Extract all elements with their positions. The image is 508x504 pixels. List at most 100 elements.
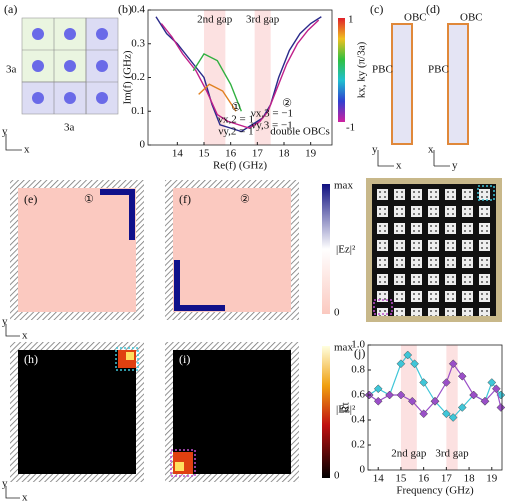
- axes-arrow: [5, 486, 20, 499]
- field-map-inner: [18, 188, 136, 312]
- data-point: [496, 403, 506, 412]
- strip: [391, 23, 413, 145]
- data-point: [419, 409, 428, 419]
- data-point: [491, 384, 501, 394]
- data-point: [385, 390, 394, 400]
- axis-name: y: [372, 144, 378, 156]
- colorbar-label: -1: [346, 122, 355, 134]
- series-line: [155, 16, 322, 133]
- data-point: [407, 396, 417, 406]
- panel-label: (a): [4, 2, 17, 16]
- y-tick-label: 0: [140, 139, 146, 151]
- data-point: [496, 390, 506, 400]
- field-map-inner: [18, 350, 136, 474]
- x-tick-label: 14: [373, 473, 385, 485]
- gap-label: 3rd gap: [435, 448, 469, 460]
- annotation: νy,2 = 1: [218, 126, 253, 138]
- axes-arrow: [5, 134, 22, 151]
- source-box: [373, 299, 393, 315]
- annotation: νy,3 = −1: [251, 120, 292, 132]
- colorbar: [322, 346, 330, 478]
- series-line: [160, 19, 320, 129]
- panel-label: (b): [118, 2, 132, 16]
- dimension: 3a: [6, 64, 17, 76]
- y-tick-label: 0.6: [351, 389, 365, 401]
- gap-band: [204, 10, 226, 145]
- x-tick-label: 16: [225, 148, 237, 160]
- series-line: [368, 362, 502, 415]
- dimension: 3a: [64, 122, 75, 134]
- gap-label: 2nd gap: [197, 14, 233, 26]
- y-axis-label: Im(f) (GHz): [122, 50, 134, 104]
- x-tick-label: 18: [279, 148, 291, 160]
- source-box: [115, 347, 139, 371]
- axes-arrow: [377, 150, 394, 167]
- x-axis-label: Frequency (GHz): [396, 485, 474, 497]
- y-tick-label: 0.4: [351, 414, 365, 426]
- axes-arrow: [5, 324, 20, 337]
- axis-name: x: [22, 330, 28, 342]
- edge-field: [100, 189, 135, 240]
- field-map-inner: [173, 188, 291, 312]
- unit-cell: [21, 17, 119, 115]
- boundary-label: OBC: [460, 12, 483, 24]
- colorbar-label: max: [334, 342, 353, 354]
- data-point: [396, 390, 406, 400]
- panel-label: (h): [24, 352, 38, 366]
- boundary-label: PBC: [372, 64, 393, 76]
- y-tick-label: 0.4: [131, 4, 145, 16]
- x-tick-label: 17: [441, 473, 453, 485]
- data-point: [430, 396, 440, 406]
- panel-label: (c): [370, 2, 383, 16]
- edge-field: [174, 260, 225, 311]
- x-tick-label: 15: [395, 473, 407, 485]
- mode-marker: ①: [84, 194, 94, 206]
- x-axis-label: Re(f) (GHz): [213, 160, 267, 172]
- series-line: [192, 52, 242, 112]
- x-tick-label: 19: [305, 148, 317, 160]
- mode-marker: ②: [240, 194, 250, 206]
- data-point: [487, 378, 497, 387]
- data-point: [469, 390, 478, 400]
- colorbar-label: 0: [334, 307, 340, 319]
- data-point: [442, 378, 451, 387]
- hot-spot: [175, 462, 184, 471]
- panel-label: (e): [24, 192, 37, 206]
- data-point: [373, 396, 383, 406]
- data-point: [457, 403, 467, 412]
- colorbar-title: |Ez|²: [336, 244, 356, 256]
- data-point: [410, 359, 419, 369]
- axis-name: x: [396, 160, 402, 172]
- y-tick-label: 0.8: [351, 364, 365, 376]
- data-point: [457, 371, 467, 381]
- hot-spot: [126, 352, 134, 360]
- x-tick-label: 19: [486, 473, 498, 485]
- data-point: [442, 409, 451, 419]
- y-tick-label: 0.1: [131, 105, 145, 117]
- data-point: [403, 350, 413, 360]
- data-point: [448, 359, 458, 369]
- y-tick-label: 0.2: [131, 71, 145, 83]
- data-point: [419, 378, 428, 387]
- source-box: [477, 185, 495, 201]
- gap-band: [446, 345, 458, 470]
- y-axis-label: Rt: [340, 402, 352, 412]
- panel-label: (j): [354, 346, 365, 360]
- x-tick-label: 17: [252, 148, 264, 160]
- annotation: ②: [282, 98, 292, 110]
- colorbar-label: 0: [334, 470, 340, 482]
- panel-label: (d): [426, 2, 440, 16]
- axis-name: y: [2, 316, 8, 328]
- y-tick-label: 0.3: [131, 37, 145, 49]
- boundary-label: PBC: [428, 64, 449, 76]
- panel-label: (f): [179, 192, 191, 206]
- gap-label: 2nd gap: [391, 448, 427, 460]
- data-point: [373, 384, 383, 394]
- series-line: [198, 83, 237, 112]
- data-point: [480, 396, 490, 406]
- annotation: νx,3 = −1: [251, 108, 293, 120]
- strip: [447, 23, 469, 145]
- annotation: double OBCs: [270, 126, 330, 138]
- source-box: [170, 449, 196, 477]
